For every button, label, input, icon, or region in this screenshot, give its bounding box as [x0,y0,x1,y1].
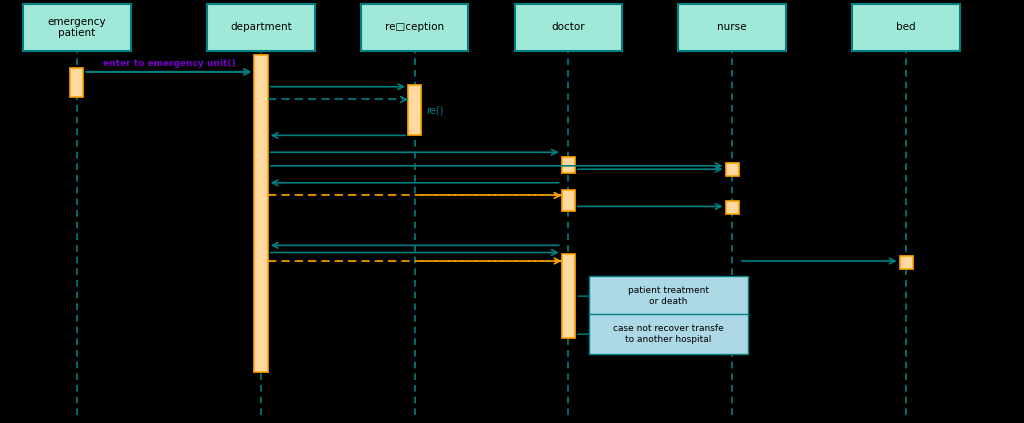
Text: department: department [230,22,292,33]
Text: nurse: nurse [718,22,746,33]
Text: doctor: doctor [552,22,585,33]
Text: re(): re() [427,106,443,116]
FancyBboxPatch shape [852,4,961,51]
FancyBboxPatch shape [725,201,739,214]
FancyBboxPatch shape [408,85,422,135]
FancyBboxPatch shape [207,4,315,51]
Text: bed: bed [896,22,916,33]
Text: re□ception: re□ception [385,22,444,33]
FancyBboxPatch shape [23,4,131,51]
FancyBboxPatch shape [254,55,268,372]
Text: case not recover transfe
to another hospital: case not recover transfe to another hosp… [612,324,724,344]
Text: emergency
patient: emergency patient [47,16,106,38]
FancyBboxPatch shape [589,314,748,354]
FancyBboxPatch shape [562,254,575,338]
FancyBboxPatch shape [725,163,739,176]
FancyBboxPatch shape [562,190,575,212]
FancyBboxPatch shape [361,4,469,51]
FancyBboxPatch shape [562,157,575,173]
FancyBboxPatch shape [589,276,748,316]
FancyBboxPatch shape [70,68,83,97]
FancyBboxPatch shape [900,256,913,269]
FancyBboxPatch shape [678,4,786,51]
Text: enter to emergency unit(): enter to emergency unit() [102,59,236,68]
FancyBboxPatch shape [515,4,623,51]
Text: patient treatment
or death: patient treatment or death [628,286,709,306]
